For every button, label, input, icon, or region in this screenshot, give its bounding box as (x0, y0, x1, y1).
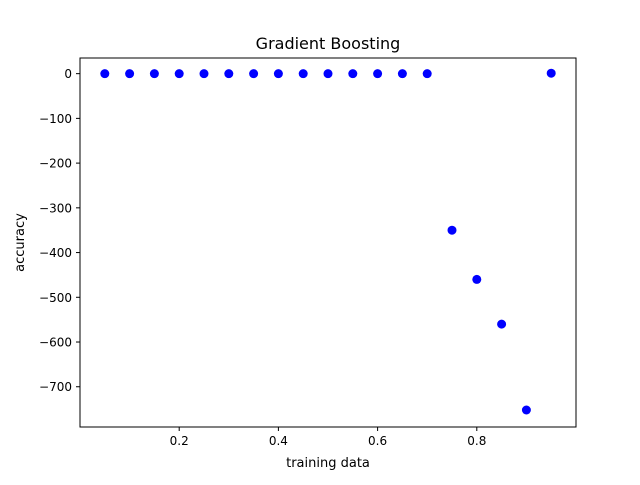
y-axis-label: accuracy (13, 213, 28, 272)
y-tick-label: −300 (39, 201, 72, 215)
data-point (422, 69, 432, 79)
x-tick-label: 0.4 (269, 434, 288, 448)
data-point (348, 69, 358, 79)
y-tick-label: −400 (39, 246, 72, 260)
y-tick-label: −700 (39, 380, 72, 394)
data-point (149, 69, 159, 79)
data-point (199, 69, 209, 79)
data-point (224, 69, 234, 79)
y-tick-label: 0 (64, 67, 72, 81)
y-tick-label: −600 (39, 336, 72, 350)
chart-title: Gradient Boosting (256, 34, 401, 53)
y-axis-ticks: 0 −100 −200 −300 −400 −500 −600 −700 (39, 67, 80, 394)
y-tick-label: −100 (39, 112, 72, 126)
x-axis-label: training data (286, 456, 370, 471)
x-tick-label: 0.8 (467, 434, 486, 448)
data-point (323, 69, 333, 79)
data-point (397, 69, 407, 79)
data-point (521, 405, 531, 415)
data-point (125, 69, 135, 79)
data-points (100, 68, 556, 415)
x-tick-label: 0.6 (368, 434, 387, 448)
data-point (249, 69, 259, 79)
data-point (447, 225, 457, 235)
x-axis-ticks: 0.2 0.4 0.6 0.8 (170, 427, 486, 448)
data-point (174, 69, 184, 79)
data-point (100, 69, 110, 79)
data-point (298, 69, 308, 79)
data-point (373, 69, 383, 79)
y-tick-label: −500 (39, 291, 72, 305)
data-point (546, 68, 556, 78)
y-tick-label: −200 (39, 157, 72, 171)
x-tick-label: 0.2 (170, 434, 189, 448)
plot-area-frame (79, 57, 577, 428)
data-point (472, 274, 482, 284)
data-point (497, 319, 507, 329)
data-point (273, 69, 283, 79)
